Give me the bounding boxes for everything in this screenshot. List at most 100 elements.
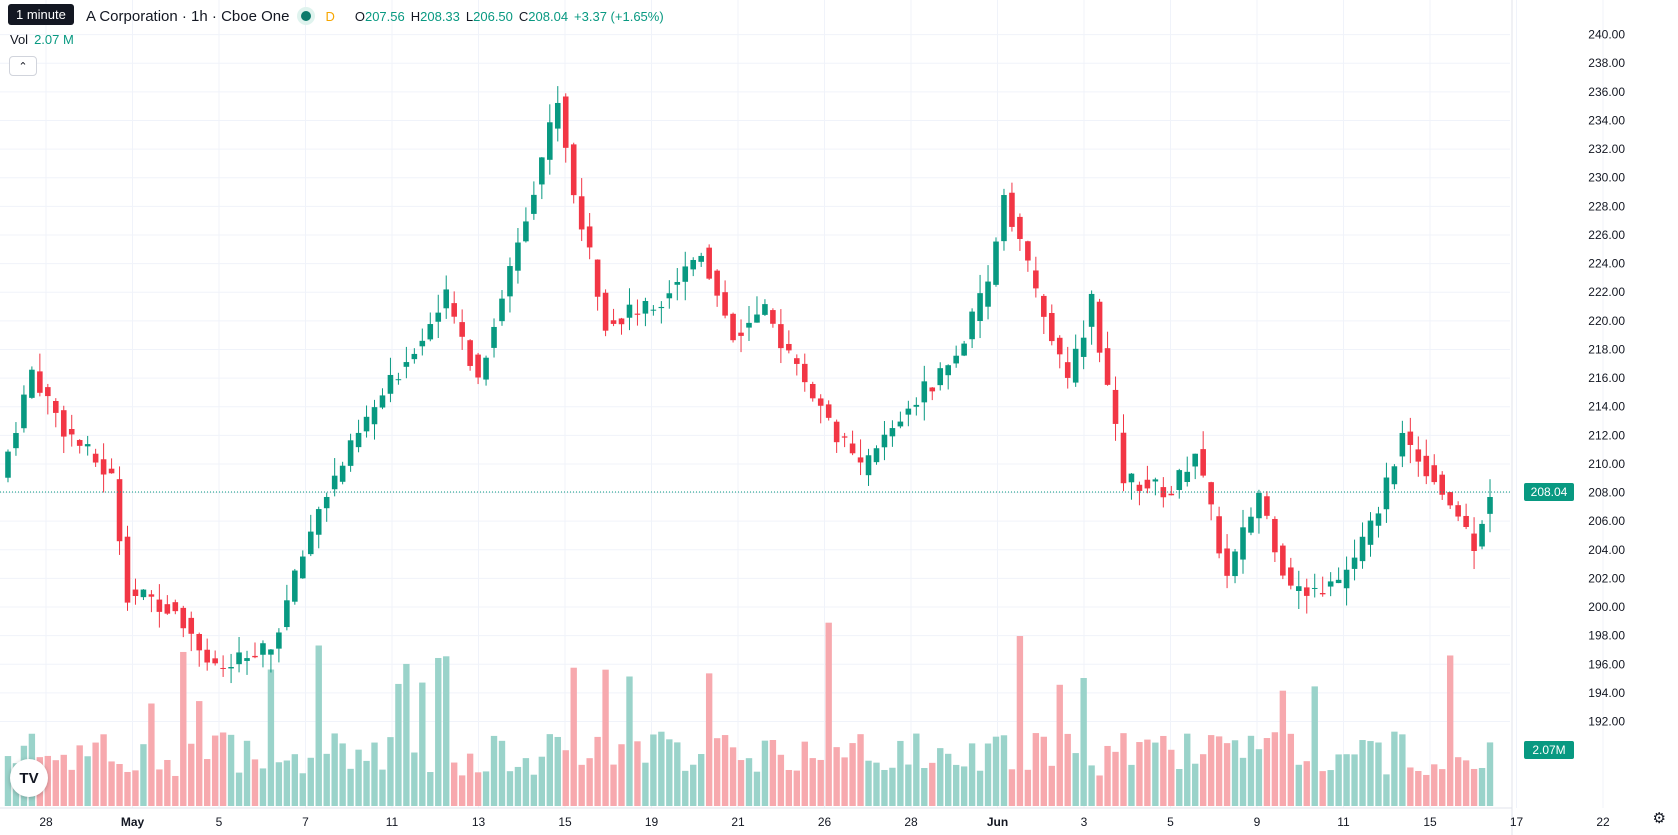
volume-bar [1008,769,1016,806]
candle-body [148,594,155,597]
market-status-dot[interactable] [301,11,312,21]
candle-body [1088,293,1095,327]
time-tick-label: 11 [386,815,399,829]
candle-body [809,383,816,399]
volume-bar [443,656,450,806]
price-tick-label: 220.00 [1588,314,1625,328]
volume-bar [482,771,490,806]
candle-body [1056,337,1063,355]
volume-bar [761,740,769,806]
candle-body [801,363,808,383]
candle-body [905,408,912,415]
candle-body [276,632,282,649]
volume-bar [984,743,992,806]
volume-bar [76,745,83,806]
candle-body [1216,516,1222,554]
last-price-badge [1524,482,1574,501]
volume-bar [219,732,227,806]
candle-body [610,320,617,324]
volume-bar [379,769,386,806]
volume-bar [530,774,538,806]
price-tick-label: 198.00 [1588,629,1625,643]
volume-bar [729,747,737,806]
candle-body [180,607,187,629]
candle-body [762,304,768,315]
volume-bar [1327,770,1334,806]
volume-bar [395,683,402,806]
candle-body [937,368,944,386]
candle-body [570,144,577,196]
candle-body [913,404,920,407]
volume-bar [1024,769,1032,806]
candle-body [387,374,394,394]
candle-body [307,531,314,555]
volume-bar [52,760,59,806]
price-tick-label: 234.00 [1588,113,1625,127]
volume-bar [1184,733,1191,806]
time-tick-label: 11 [1337,815,1350,829]
volume-label: Vol [10,32,29,47]
candle-body [459,322,465,337]
volume-bar [865,760,872,806]
volume-bar [873,762,880,806]
candle-body [5,451,11,478]
volume-bar [363,760,370,806]
volume-bar [1215,736,1223,806]
candle-body [1303,587,1310,596]
period-badge[interactable]: D [325,8,335,24]
candle-body [443,289,450,309]
price-tick-label: 202.00 [1588,571,1625,585]
candle-body [969,311,975,340]
volume-bar [1032,733,1040,806]
price-tick-label: 224.00 [1588,257,1625,271]
volume-bar [132,770,139,806]
time-tick-label: 5 [1167,815,1174,829]
price-tick-label: 218.00 [1588,342,1625,356]
candle-body [562,96,569,148]
price-tick-label: 200.00 [1588,600,1625,614]
collapse-legend-button[interactable]: ⌃ [9,56,37,76]
candle-body [315,509,322,535]
volume-bar [586,758,593,806]
time-tick-label: 7 [302,815,309,829]
volume-bar [1176,769,1183,806]
volume-bar [1423,774,1430,806]
candle-body [92,453,99,463]
volume-legend: Vol 2.07 M [10,32,74,47]
volume-bar [793,770,800,806]
symbol-title[interactable]: A Corporation · 1h · Cboe One [86,7,290,25]
volume-bar [1287,733,1295,806]
volume-bar [578,764,585,806]
volume-bar [323,753,330,806]
candle-body [244,658,250,661]
gear-icon[interactable]: ⚙ [1652,810,1666,827]
volume-bar [1367,741,1374,806]
candle-body [929,387,936,392]
candle-body [204,649,210,663]
candle-body [1041,295,1047,317]
candle-body [1383,477,1390,510]
tradingview-logo[interactable]: TV [10,759,48,797]
candle-body [1144,479,1151,489]
price-tick-label: 226.00 [1588,228,1625,242]
time-tick-label: 13 [472,815,486,829]
volume-bar [355,749,362,806]
volume-bar [570,667,577,806]
candle-body [363,416,370,432]
volume-bar [1088,765,1095,806]
price-tick-label: 240.00 [1588,28,1625,42]
volume-bar [777,754,785,806]
candles [5,86,1493,684]
volume-bar [419,682,426,806]
volume-bar [435,657,442,806]
time-tick-label: 28 [904,815,918,829]
volume-bar [1247,735,1255,806]
volume-bar [1056,684,1063,806]
candle-body [945,365,951,376]
candle-body [961,343,967,356]
candle-body [1327,581,1334,587]
price-tick-label: 208.00 [1588,486,1625,500]
candle-body [650,309,657,311]
volume-bar [299,773,306,806]
